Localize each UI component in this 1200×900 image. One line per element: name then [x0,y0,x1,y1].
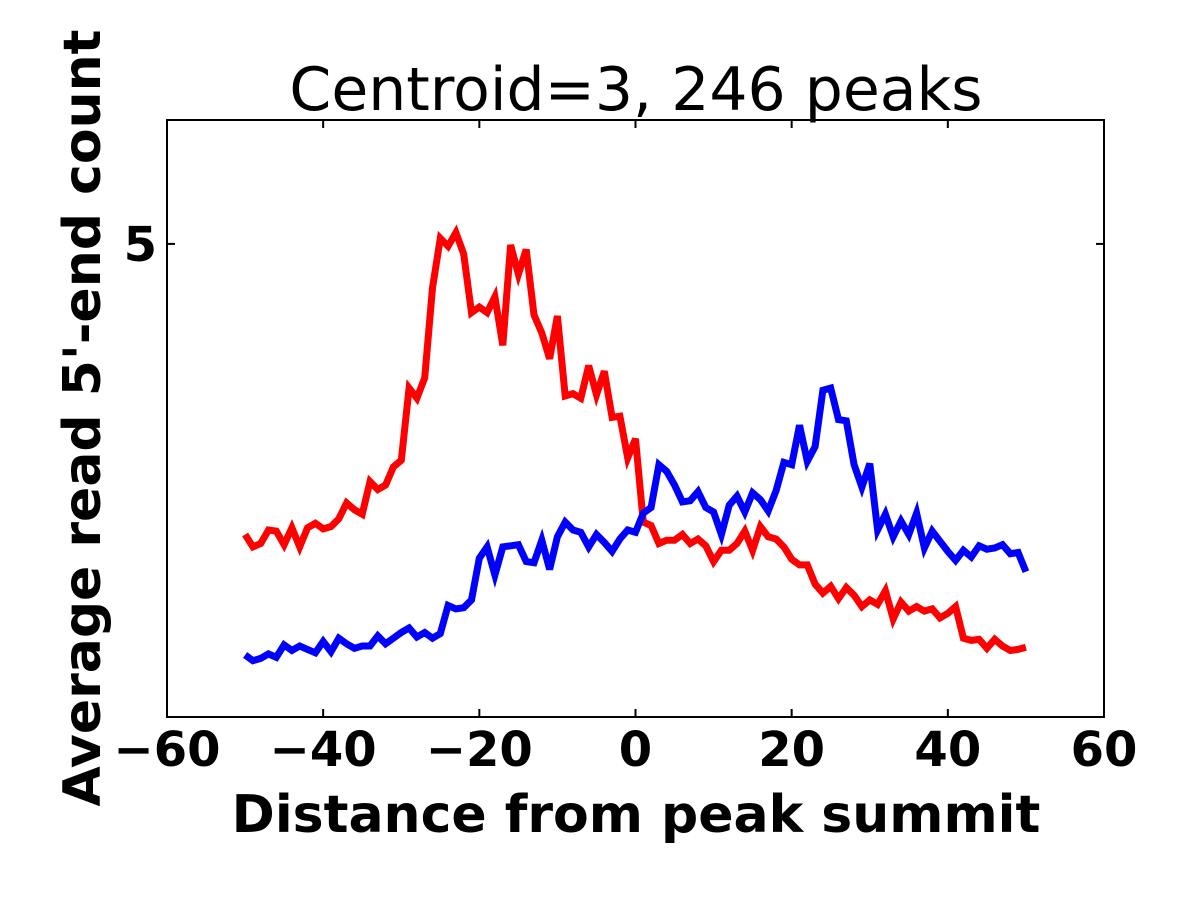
y-tick-label: 5 [124,217,157,273]
x-tick-label: −20 [426,722,533,778]
series-line-1 [242,224,1027,655]
x-tick-label: 20 [758,722,825,778]
x-tick-label: −40 [270,722,377,778]
x-tick-label: 0 [619,722,652,778]
x-axis-label: Distance from peak summit [232,785,1041,845]
series-line-2 [243,383,1030,665]
x-tick-label: −60 [113,722,220,778]
plot-frame [166,119,1105,718]
y-axis-label: Average read 5'-end count [53,30,113,807]
axis-ticks: −60 −40 −20 0 20 40 60 5 [113,120,1137,778]
x-tick-label: 40 [914,722,981,778]
chart-title: Centroid=3, 246 peaks [289,55,982,125]
x-tick-label: 60 [1071,722,1138,778]
plot-area [242,224,1030,665]
